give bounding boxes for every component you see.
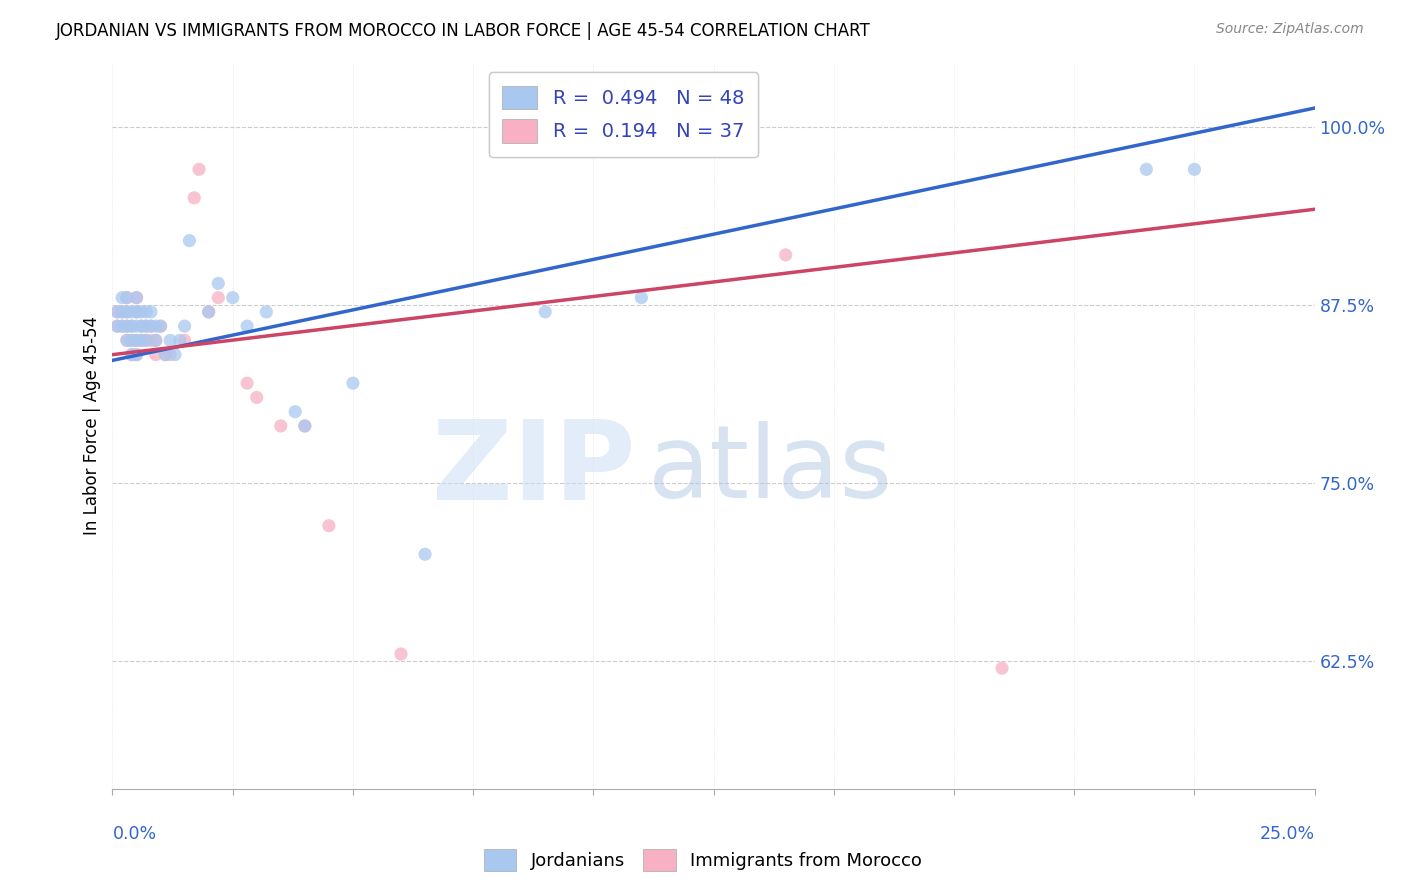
Point: [145, 348, 167, 362]
Point: [236, 319, 259, 334]
Point: [125, 334, 148, 348]
Point: [246, 391, 269, 405]
Point: [284, 405, 307, 419]
Point: [125, 305, 148, 319]
Point: [139, 319, 162, 334]
Point: [121, 319, 143, 334]
Point: [105, 305, 128, 319]
Point: [125, 291, 148, 305]
Point: [222, 291, 245, 305]
Point: [149, 319, 172, 334]
Point: [105, 319, 128, 334]
Text: 25.0%: 25.0%: [1260, 825, 1315, 843]
Point: [131, 334, 153, 348]
Point: [207, 277, 229, 291]
Point: [163, 348, 186, 362]
Text: ZIP: ZIP: [432, 416, 636, 523]
Legend: Jordanians, Immigrants from Morocco: Jordanians, Immigrants from Morocco: [477, 842, 929, 879]
Point: [131, 305, 153, 319]
Point: [115, 291, 138, 305]
Point: [294, 419, 316, 434]
Point: [173, 319, 195, 334]
Point: [135, 334, 157, 348]
Point: [125, 334, 148, 348]
Point: [149, 319, 172, 334]
Point: [159, 348, 181, 362]
Point: [145, 319, 167, 334]
Point: [183, 191, 205, 205]
Point: [207, 291, 229, 305]
Point: [111, 305, 134, 319]
Point: [131, 319, 153, 334]
Point: [155, 348, 177, 362]
Point: [111, 291, 134, 305]
Text: 0.0%: 0.0%: [112, 825, 156, 843]
Point: [139, 319, 162, 334]
Point: [111, 319, 134, 334]
Point: [1184, 162, 1206, 177]
Point: [125, 348, 148, 362]
Point: [197, 305, 219, 319]
Point: [121, 319, 143, 334]
Point: [131, 334, 153, 348]
Point: [105, 319, 128, 334]
Point: [125, 348, 148, 362]
Point: [1135, 162, 1157, 177]
Point: [121, 348, 143, 362]
Point: [135, 305, 157, 319]
Point: [111, 319, 134, 334]
Point: [115, 334, 138, 348]
Point: [145, 334, 167, 348]
Point: [188, 162, 211, 177]
Text: Source: ZipAtlas.com: Source: ZipAtlas.com: [1216, 22, 1364, 37]
Point: [121, 334, 143, 348]
Point: [121, 305, 143, 319]
Point: [115, 319, 138, 334]
Point: [389, 647, 412, 661]
Point: [159, 334, 181, 348]
Point: [254, 305, 277, 319]
Point: [135, 319, 157, 334]
Point: [534, 305, 557, 319]
Point: [630, 291, 652, 305]
Point: [179, 234, 201, 248]
Point: [111, 305, 134, 319]
Point: [115, 305, 138, 319]
Point: [145, 334, 167, 348]
Point: [294, 419, 316, 434]
Point: [342, 376, 364, 391]
Point: [775, 248, 797, 262]
Point: [105, 305, 128, 319]
Point: [135, 334, 157, 348]
Point: [125, 319, 148, 334]
Point: [413, 547, 436, 561]
Point: [139, 305, 162, 319]
Point: [155, 348, 177, 362]
Point: [135, 319, 157, 334]
Point: [115, 291, 138, 305]
Point: [125, 305, 148, 319]
Text: JORDANIAN VS IMMIGRANTS FROM MOROCCO IN LABOR FORCE | AGE 45-54 CORRELATION CHAR: JORDANIAN VS IMMIGRANTS FROM MOROCCO IN …: [56, 22, 870, 40]
Point: [270, 419, 292, 434]
Point: [139, 334, 162, 348]
Legend: R =  0.494   N = 48, R =  0.194   N = 37: R = 0.494 N = 48, R = 0.194 N = 37: [489, 72, 758, 157]
Point: [318, 518, 340, 533]
Point: [131, 319, 153, 334]
Point: [115, 334, 138, 348]
Point: [991, 661, 1014, 675]
Point: [115, 305, 138, 319]
Point: [115, 319, 138, 334]
Point: [121, 334, 143, 348]
Y-axis label: In Labor Force | Age 45-54: In Labor Force | Age 45-54: [83, 317, 101, 535]
Point: [125, 291, 148, 305]
Point: [236, 376, 259, 391]
Point: [169, 334, 191, 348]
Point: [197, 305, 219, 319]
Point: [121, 348, 143, 362]
Text: atlas: atlas: [647, 420, 893, 518]
Point: [173, 334, 195, 348]
